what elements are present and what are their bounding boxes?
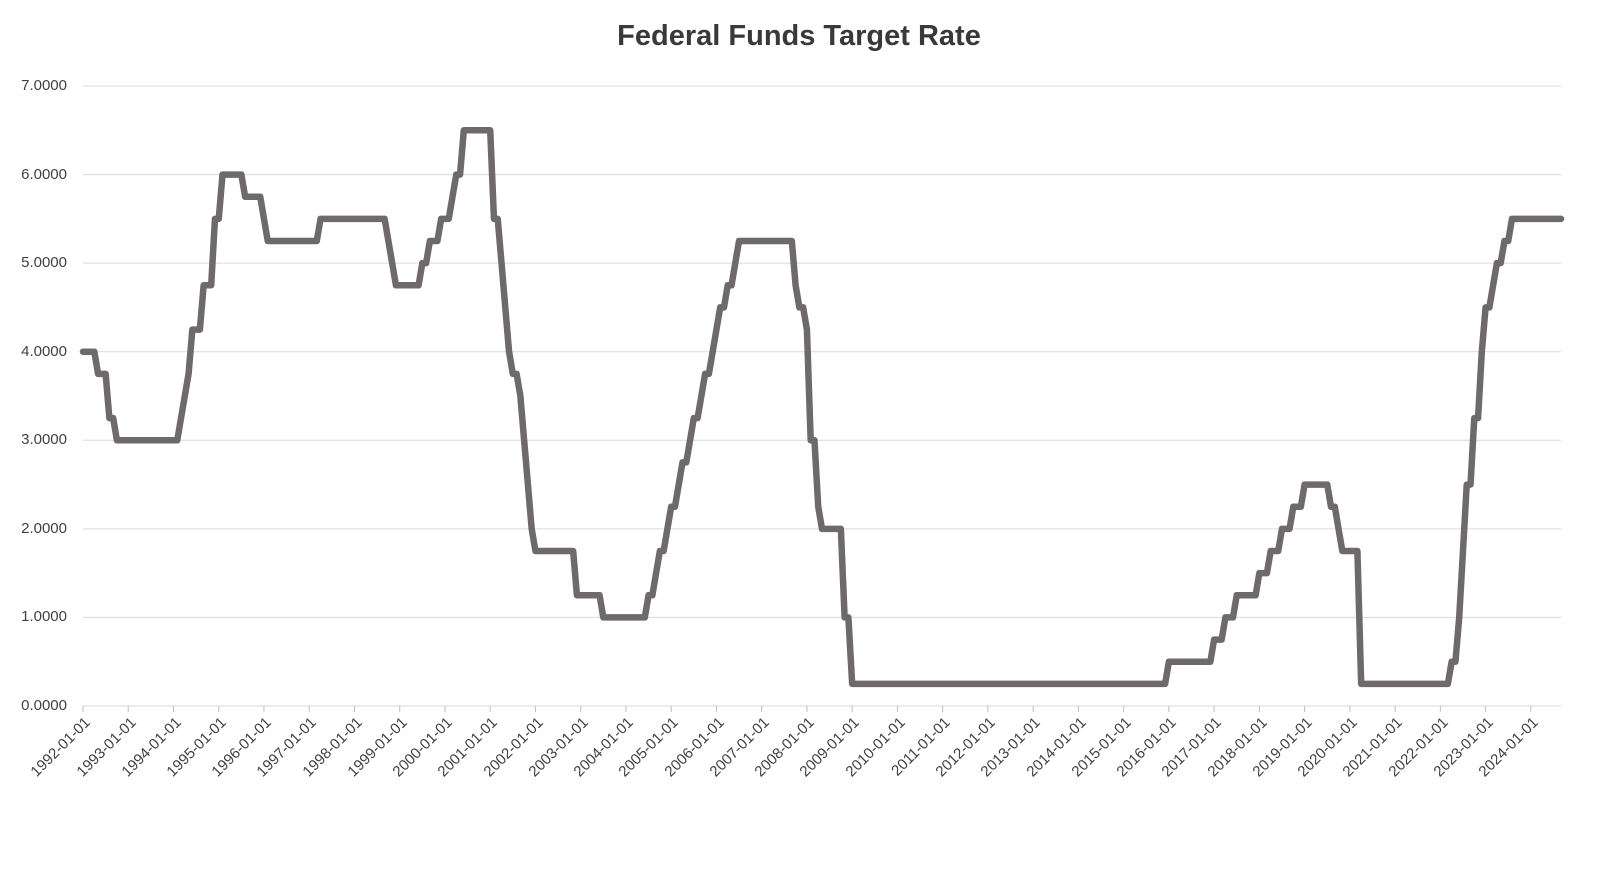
y-tick-label: 5.0000 xyxy=(21,254,67,272)
y-tick-label: 3.0000 xyxy=(21,431,67,449)
y-tick-label: 1.0000 xyxy=(21,608,67,626)
y-tick-label: 0.0000 xyxy=(21,697,67,714)
y-tick-label: 7.0000 xyxy=(21,77,67,94)
y-tick-label: 2.0000 xyxy=(21,519,67,537)
y-tick-label: 4.0000 xyxy=(21,342,67,360)
chart-title: Federal Funds Target Rate xyxy=(617,20,981,52)
rate-line xyxy=(79,127,1565,688)
y-tick-label: 6.0000 xyxy=(21,165,67,183)
